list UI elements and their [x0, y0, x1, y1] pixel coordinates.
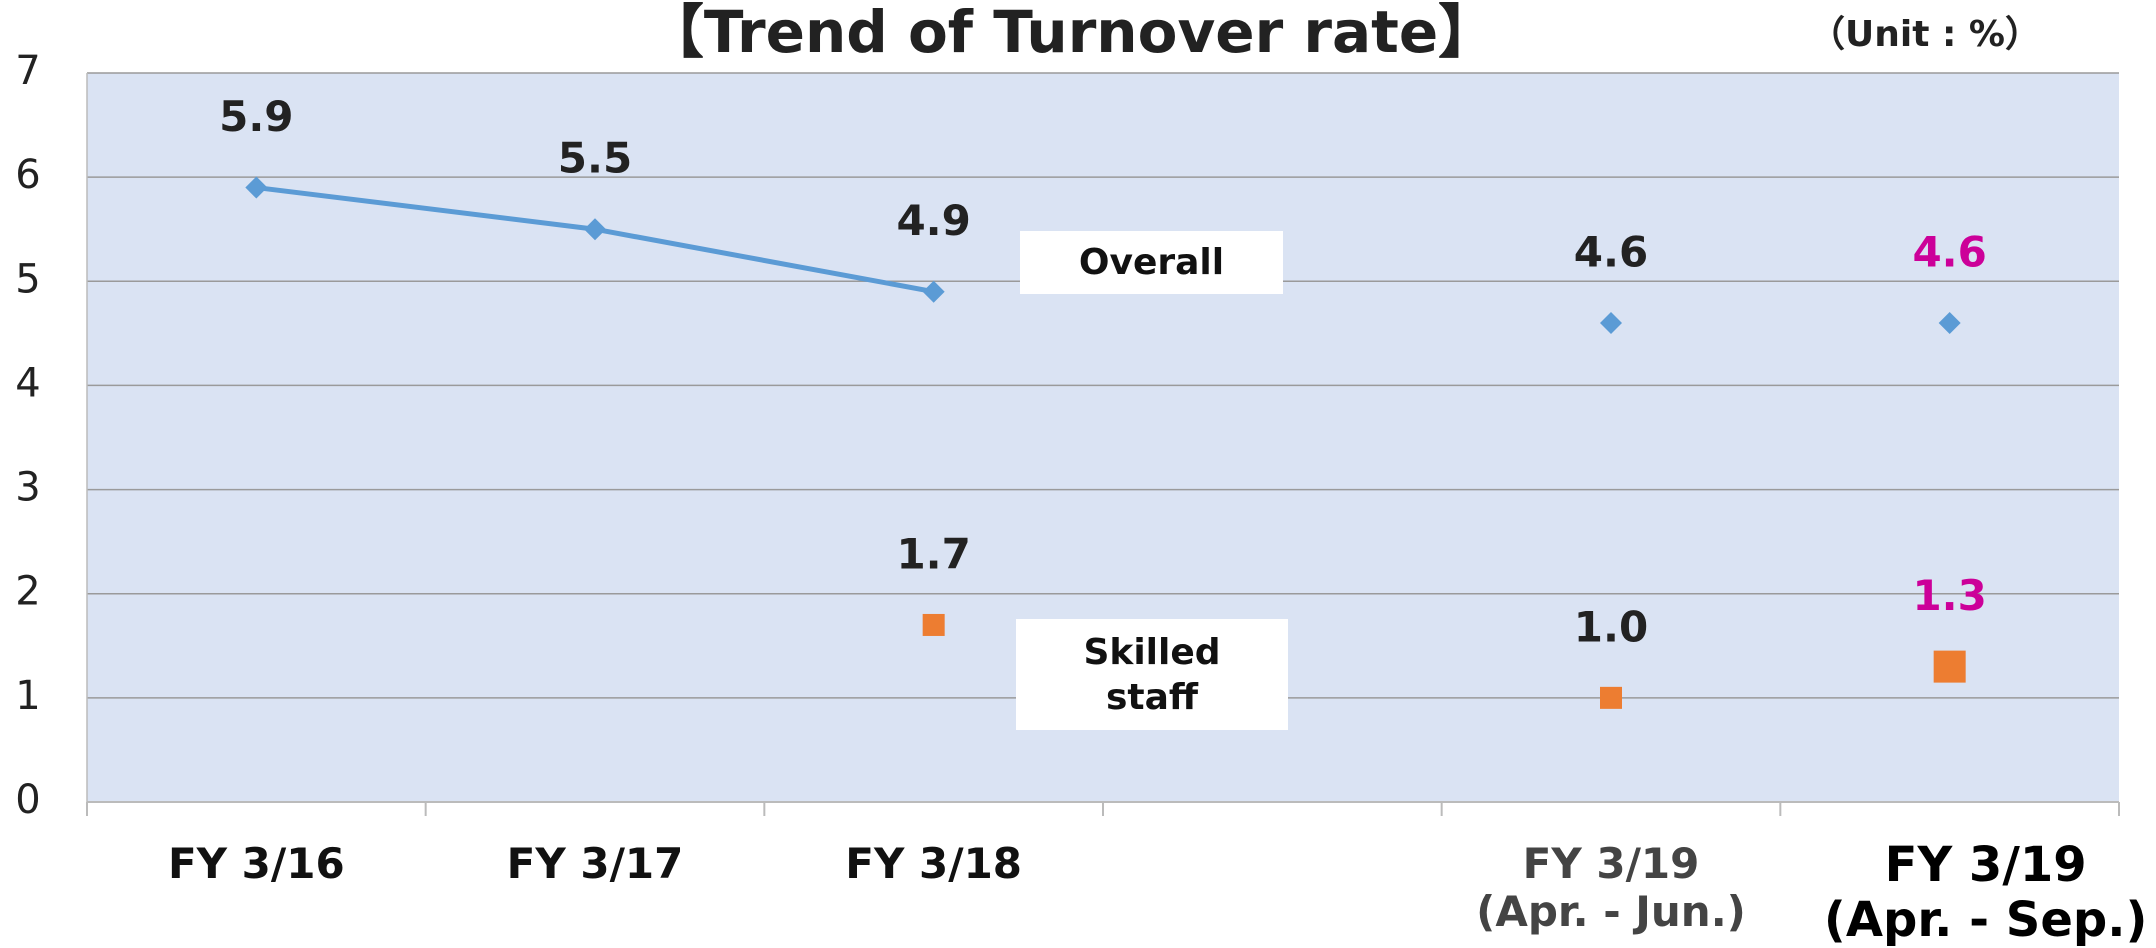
y-tick-label: 1 [15, 673, 40, 719]
data-label: 1.3 [1912, 571, 1986, 620]
data-point [922, 613, 945, 636]
data-label: 5.9 [219, 92, 293, 141]
y-tick-label: 6 [15, 152, 40, 198]
unit-label: （Unit : %） [1809, 14, 2041, 55]
data-label: 1.7 [896, 529, 970, 578]
x-tick-label: FY 3/18 [845, 839, 1023, 888]
data-point [1938, 311, 1961, 334]
legend-box: Overall [1020, 231, 1283, 294]
data-point [1933, 650, 1966, 683]
data-point [584, 218, 606, 241]
data-point [922, 280, 945, 303]
data-label: 4.6 [1912, 227, 1986, 276]
data-point [1600, 686, 1622, 709]
y-tick-label: 7 [15, 48, 40, 94]
y-tick-label: 5 [15, 256, 40, 302]
y-tick-label: 3 [15, 465, 40, 511]
data-point [1600, 311, 1622, 334]
data-label: 4.6 [1574, 227, 1648, 276]
data-label: 5.5 [558, 134, 632, 183]
data-point [245, 176, 268, 199]
x-tick-label: FY 3/19 (Apr. - Jun.) [1476, 839, 1746, 937]
y-tick-label: 0 [15, 777, 40, 823]
legend-box: Skilled staff [1016, 619, 1288, 730]
x-tick-label: FY 3/19 (Apr. - Sep.) [1823, 837, 2148, 948]
data-label: 1.0 [1574, 602, 1648, 651]
y-tick-label: 4 [15, 360, 40, 406]
chart-title: 【Trend of Turnover rate】 [646, 0, 1496, 66]
data-label: 4.9 [896, 196, 970, 245]
x-tick-label: FY 3/16 [167, 839, 345, 888]
x-tick-label: FY 3/17 [506, 839, 684, 888]
y-tick-label: 2 [15, 569, 40, 615]
